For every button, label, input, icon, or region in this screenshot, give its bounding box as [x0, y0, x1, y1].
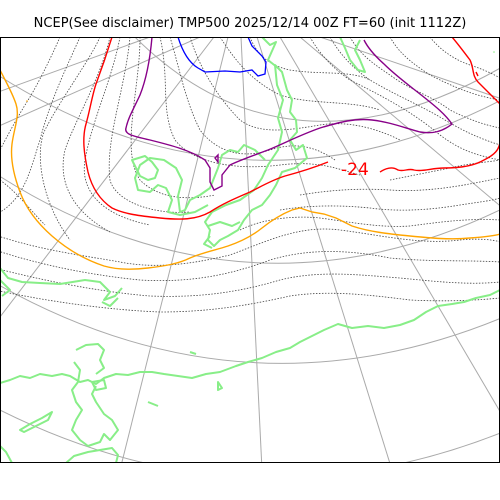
- isotherm-purple: [214, 153, 219, 165]
- height-contour: [189, 37, 401, 141]
- isotherm-red: [379, 139, 500, 173]
- height-contour: [0, 179, 46, 226]
- height-contour: [349, 37, 500, 129]
- coastlines: [0, 37, 500, 463]
- height-contour: [309, 37, 500, 161]
- coastline: [0, 445, 13, 463]
- height-contour: [0, 251, 500, 282]
- isotherm-red: [475, 71, 479, 77]
- coastline: [26, 100, 28, 102]
- coastline: [493, 51, 495, 53]
- height-contour: [0, 268, 500, 297]
- coastline: [134, 144, 266, 216]
- coastline: [203, 235, 213, 249]
- coastline: [0, 279, 11, 297]
- height-contour: [279, 197, 500, 211]
- height-contour: [389, 37, 500, 101]
- coastline: [147, 401, 159, 407]
- height-contour: [0, 290, 500, 313]
- latitude-line: [0, 284, 500, 364]
- height-contour: [0, 228, 500, 266]
- height-contour: [169, 37, 336, 161]
- coastline: [91, 379, 107, 391]
- longitude-line: [121, 37, 229, 463]
- coastline: [339, 37, 366, 73]
- isotherm-red: [451, 37, 500, 105]
- height-contour: [249, 37, 371, 81]
- latitude-lines: [0, 37, 500, 463]
- height-contour: [159, 37, 361, 176]
- isotherm-purple: [125, 37, 453, 191]
- latitude-line: [0, 175, 500, 264]
- coastline: [75, 343, 105, 375]
- coastline: [71, 361, 119, 447]
- longitude-line: [0, 37, 151, 92]
- map-title: NCEP(See disclaimer) TMP500 2025/12/14 0…: [33, 16, 467, 31]
- contour-label-minus-24: -24: [341, 160, 369, 180]
- height-contour: [299, 177, 500, 196]
- coastline: [261, 37, 279, 69]
- coastline: [65, 447, 119, 463]
- longitude-line: [319, 37, 500, 99]
- height-contour: [39, 37, 101, 241]
- coastline: [217, 381, 223, 391]
- coastline: [19, 411, 53, 433]
- isotherm-red: [83, 37, 329, 220]
- longitude-lines: [0, 37, 500, 463]
- longitude-line: [0, 37, 215, 318]
- height-contour: [239, 216, 500, 231]
- height-contours: [0, 37, 500, 313]
- height-contour: [130, 37, 216, 199]
- longitude-line: [299, 37, 500, 207]
- height-contour: [83, 37, 151, 226]
- coastline: [0, 289, 500, 385]
- coastline: [189, 351, 197, 355]
- height-contour: [108, 37, 191, 213]
- isotherm-orange: [0, 69, 500, 271]
- longitude-line: [0, 37, 201, 127]
- latitude-line: [0, 409, 500, 463]
- latitude-line: [0, 75, 500, 161]
- height-contour: [429, 37, 500, 79]
- isotherm-blue: [177, 37, 267, 77]
- coastline: [207, 221, 241, 227]
- height-contour: [0, 37, 61, 151]
- coastline: [101, 297, 119, 307]
- coastline: [204, 64, 308, 247]
- longitude-line: [240, 37, 263, 463]
- coastline: [131, 155, 159, 181]
- longitude-line: [279, 37, 500, 413]
- coastline: [0, 267, 123, 301]
- height-contour: [0, 37, 81, 213]
- latitude-line: [134, 37, 500, 122]
